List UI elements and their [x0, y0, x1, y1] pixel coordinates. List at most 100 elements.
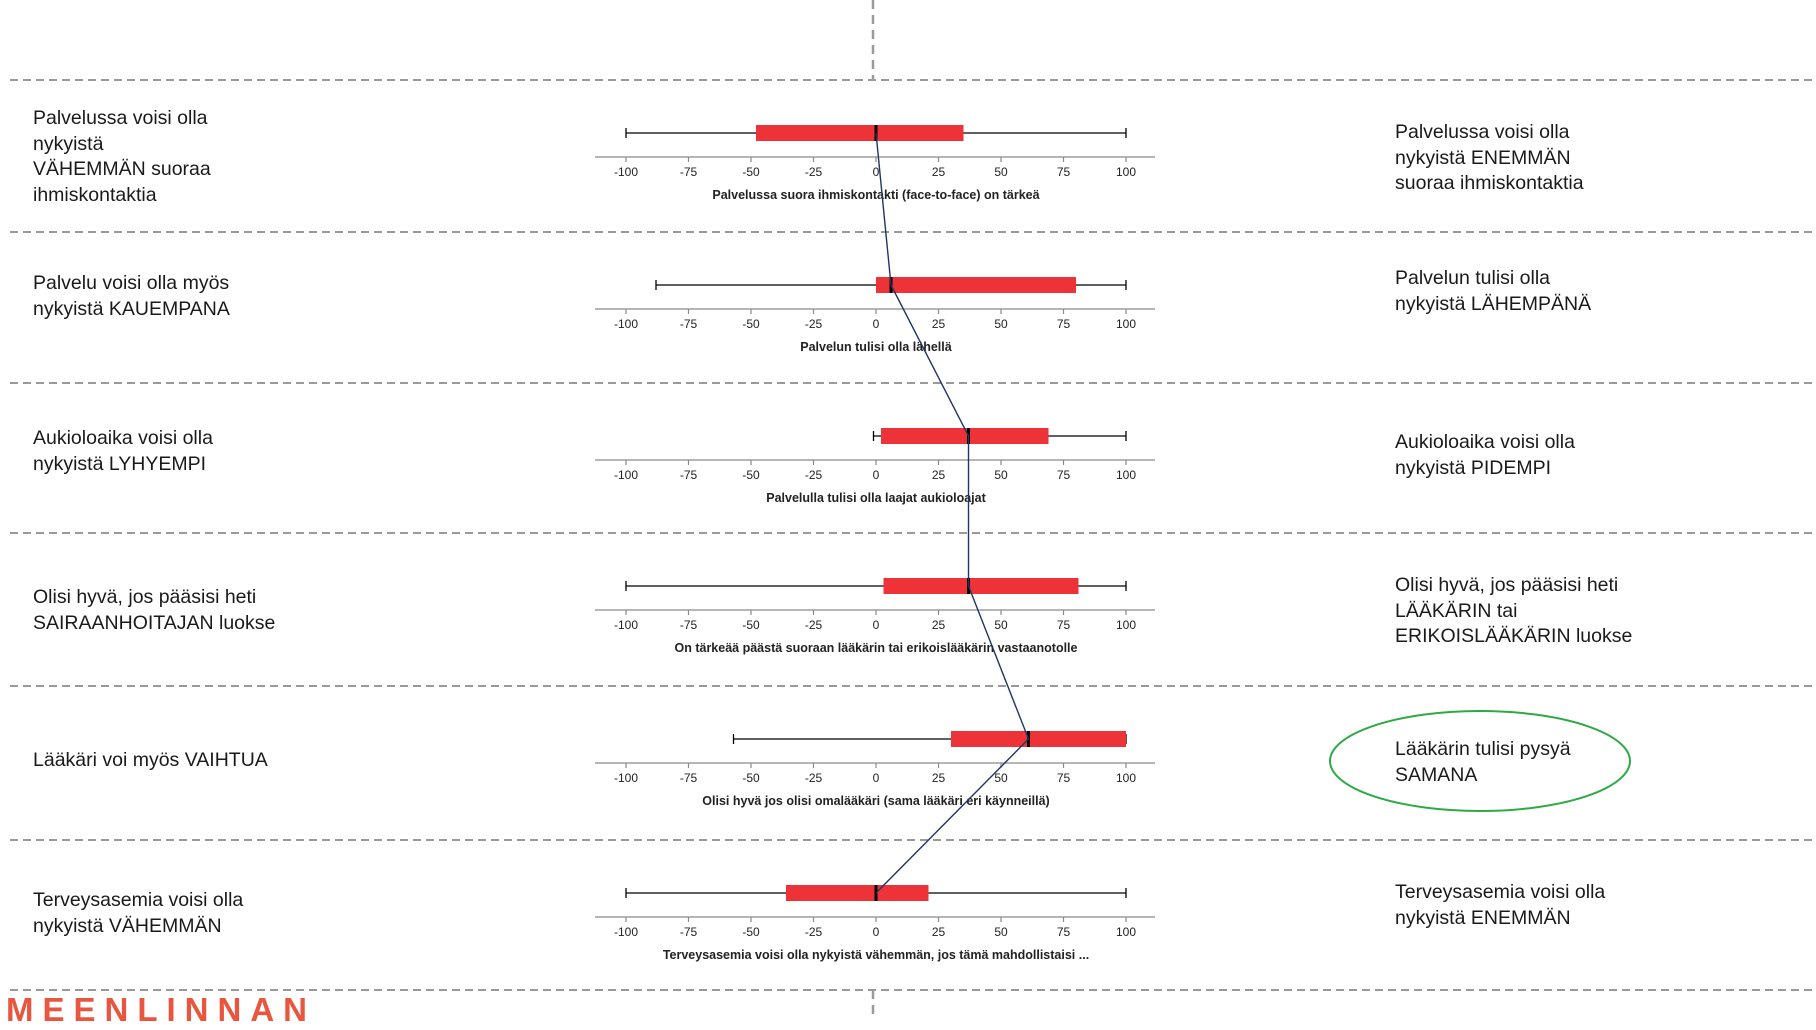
- right-statement-label: Terveysasemia voisi olla nykyistä ENEMMÄN: [1395, 880, 1605, 931]
- right-statement-line: nykyistä ENEMMÄN: [1395, 906, 1571, 929]
- x-tick-label: -100: [614, 618, 638, 632]
- x-tick-label: -100: [614, 771, 638, 785]
- x-axis-label: On tärkeää päästä suoraan lääkärin tai e…: [675, 641, 1078, 655]
- x-tick-label: 0: [873, 468, 880, 482]
- left-statement-line: Palvelu voisi olla myös: [33, 272, 230, 294]
- x-tick-label: -25: [805, 468, 823, 482]
- box-iqr: [881, 428, 1049, 444]
- left-statement-line: nykyistä VÄHEMMÄN: [33, 914, 222, 937]
- x-axis-label: Olisi hyvä jos olisi omalääkäri (sama lä…: [702, 794, 1049, 808]
- highlight-ellipse: [1329, 710, 1631, 812]
- x-tick-label: -25: [805, 771, 823, 785]
- highlight-layer: [1329, 710, 1631, 812]
- left-statement-label: Olisi hyvä, jos pääsisi heti SAIRAANHOITA…: [33, 585, 275, 636]
- x-tick-label: 0: [873, 618, 880, 632]
- right-statement-line: suoraa ihmiskontaktia: [1395, 172, 1584, 194]
- x-tick-label: -50: [742, 317, 760, 331]
- left-statement-line: Aukioloaika voisi olla: [33, 427, 213, 449]
- x-tick-label: 75: [1057, 925, 1071, 939]
- right-statement-label: Olisi hyvä, jos pääsisi heti LÄÄKÄRIN tai…: [1395, 573, 1632, 650]
- x-tick-label: 100: [1116, 165, 1136, 179]
- left-statement-label: Terveysasemia voisi olla nykyistä VÄHEMMÄ…: [33, 888, 243, 939]
- x-tick-label: -75: [680, 925, 698, 939]
- x-tick-label: -25: [805, 165, 823, 179]
- x-tick-label: -25: [805, 317, 823, 331]
- left-statement-line: VÄHEMMÄN suoraa: [33, 158, 211, 180]
- x-tick-label: 100: [1116, 771, 1136, 785]
- x-tick-label: 75: [1057, 771, 1071, 785]
- x-tick-label: 50: [994, 925, 1008, 939]
- x-axis-label: Terveysasemia voisi olla nykyistä vähemm…: [663, 948, 1089, 962]
- right-statement-line: Palvelussa voisi olla: [1395, 121, 1570, 143]
- x-tick-label: 75: [1057, 165, 1071, 179]
- x-tick-label: 100: [1116, 468, 1136, 482]
- right-statement-label: Aukioloaika voisi olla nykyistä PIDEMPI: [1395, 430, 1575, 481]
- x-tick-label: 75: [1057, 317, 1071, 331]
- right-statement-line: ERIKOISLÄÄKÄRIN luokse: [1395, 625, 1633, 647]
- left-statement-line: SAIRAANHOITAJAN luokse: [33, 611, 276, 634]
- chart-rows: -100 -75 -50 -25 0 25 50 75 100 Palvelussa suora …: [595, 125, 1155, 962]
- x-tick-label: -100: [614, 925, 638, 939]
- boxplot-row: -100 -75 -50 -25 0 25 50 75 100 Palvelun tulisi o…: [595, 277, 1155, 354]
- right-statement-label: Palvelun tulisi olla nykyistä LÄHEMPÄNÄ: [1395, 266, 1591, 317]
- x-tick-label: 0: [873, 771, 880, 785]
- right-statement-line: nykyistä PIDEMPI: [1395, 456, 1552, 479]
- right-statement-line: nykyistä LÄHEMPÄNÄ: [1395, 292, 1592, 315]
- x-tick-label: 0: [873, 925, 880, 939]
- right-statement-label: Lääkärin tulisi pysyä SAMANA: [1395, 737, 1571, 788]
- x-tick-label: 100: [1116, 317, 1136, 331]
- x-tick-label: -75: [680, 468, 698, 482]
- left-statement-label: Lääkäri voi myös VAIHTUA: [33, 748, 268, 774]
- boxplot-row: -100 -75 -50 -25 0 25 50 75 100 On tärkeää päästä…: [595, 578, 1155, 655]
- box-iqr: [883, 578, 1079, 594]
- x-tick-label: 25: [932, 925, 946, 939]
- x-tick-label: 25: [932, 771, 946, 785]
- boxplot-row: -100 -75 -50 -25 0 25 50 75 100 Olisi hyvä jos ol…: [595, 731, 1155, 808]
- right-statement-line: Palvelun tulisi olla: [1395, 267, 1551, 289]
- x-tick-label: -100: [614, 165, 638, 179]
- right-statement-line: Lääkärin tulisi pysyä: [1395, 738, 1571, 760]
- left-statement-label: Palvelussa voisi olla nykyistä VÄHEMMÄN su…: [33, 106, 211, 208]
- left-statement-line: ihmiskontaktia: [33, 183, 157, 206]
- left-statement-line: nykyistä KAUEMPANA: [33, 297, 230, 320]
- x-tick-label: -75: [680, 317, 698, 331]
- x-tick-label: 50: [994, 468, 1008, 482]
- right-statement-line: Olisi hyvä, jos pääsisi heti: [1395, 574, 1619, 596]
- box-iqr: [786, 885, 929, 901]
- right-statement-line: SAMANA: [1395, 763, 1478, 786]
- x-axis-label: Palvelun tulisi olla lähellä: [800, 340, 951, 354]
- x-tick-label: -75: [680, 618, 698, 632]
- x-tick-label: 50: [994, 165, 1008, 179]
- x-tick-label: 0: [873, 165, 880, 179]
- x-tick-label: -50: [742, 771, 760, 785]
- median-connector-layer: [875, 132, 1030, 894]
- x-tick-label: 100: [1116, 618, 1136, 632]
- brand-logo: MEENLINNAN: [6, 991, 316, 1028]
- boxplot-row: -100 -75 -50 -25 0 25 50 75 100 Palvelulla tulisi…: [595, 428, 1155, 505]
- left-statement-line: nykyistä: [33, 132, 104, 155]
- left-statement-line: Terveysasemia voisi olla: [33, 889, 244, 911]
- x-tick-label: -50: [742, 618, 760, 632]
- x-tick-label: 100: [1116, 925, 1136, 939]
- x-tick-label: 75: [1057, 468, 1071, 482]
- x-tick-label: 50: [994, 618, 1008, 632]
- right-statement-line: Aukioloaika voisi olla: [1395, 431, 1575, 453]
- x-tick-label: 75: [1057, 618, 1071, 632]
- x-tick-label: 25: [932, 165, 946, 179]
- right-statement-line: LÄÄKÄRIN tai: [1395, 599, 1518, 622]
- boxplot-row: -100 -75 -50 -25 0 25 50 75 100 Palvelussa suora …: [595, 125, 1155, 202]
- x-tick-label: 25: [932, 468, 946, 482]
- left-statement-line: Olisi hyvä, jos pääsisi heti: [33, 586, 257, 608]
- x-tick-label: 25: [932, 317, 946, 331]
- right-statement-label: Palvelussa voisi olla nykyistä ENEMMÄN suo…: [1395, 120, 1584, 197]
- x-tick-label: -25: [805, 925, 823, 939]
- x-tick-label: -75: [680, 165, 698, 179]
- box-iqr: [876, 277, 1076, 293]
- median-connector-line: [875, 132, 1030, 894]
- left-statement-label: Palvelu voisi olla myös nykyistä KAUEMPAN…: [33, 271, 230, 322]
- x-tick-label: 50: [994, 317, 1008, 331]
- x-tick-label: -50: [742, 165, 760, 179]
- box-iqr: [756, 125, 964, 141]
- x-axis-label: Palvelussa suora ihmiskontakti (face-to-…: [712, 188, 1039, 202]
- x-tick-label: 0: [873, 317, 880, 331]
